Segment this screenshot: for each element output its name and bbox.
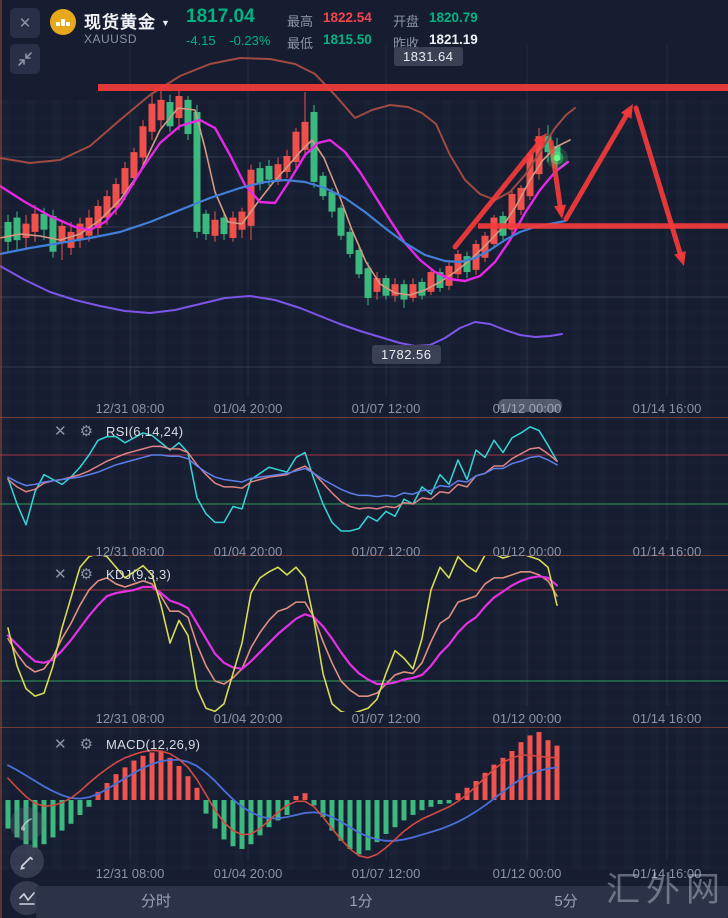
stat-low-label: 最低	[287, 36, 314, 51]
axis-label: 01/12 00:00	[492, 866, 562, 881]
stat-low-value: 1815.50	[323, 32, 372, 47]
instrument-symbol: XAUUSD	[84, 32, 138, 46]
chevron-down-icon: ▼	[161, 18, 171, 28]
axis-label: 12/31 08:00	[95, 711, 165, 726]
rsi-header: ✕ ⚙ RSI(6,14,24)	[54, 422, 183, 440]
axis-label: 01/12 00:00	[492, 711, 562, 726]
axis-label: 01/04 20:00	[213, 544, 283, 559]
tab-5min[interactable]: 5分	[554, 893, 578, 910]
stat-open-value: 1820.79	[429, 10, 478, 25]
axis-label: 01/07 12:00	[351, 401, 421, 416]
axis-label: 01/12 00:00	[492, 544, 562, 559]
instrument-name: 现货黄金	[84, 13, 156, 32]
stat-prevclose-value: 1821.19	[429, 32, 478, 47]
axis-label: 01/14 16:00	[632, 401, 702, 416]
axis-label: 01/14 16:00	[632, 866, 702, 881]
stat-high-label: 最高	[287, 14, 314, 29]
axis-label: 01/07 12:00	[351, 866, 421, 881]
trend-line-icon	[19, 892, 35, 905]
instrument-title[interactable]: 现货黄金 ▼	[84, 8, 171, 33]
axis-label: 01/12 00:00	[492, 401, 562, 416]
kdj-close-icon[interactable]: ✕	[54, 566, 67, 583]
macd-close-icon[interactable]: ✕	[54, 736, 67, 753]
resistance-price-label[interactable]: 1831.64	[394, 47, 463, 66]
avatar[interactable]	[50, 9, 76, 35]
macd-settings-icon[interactable]: ⚙	[79, 736, 94, 753]
last-price: 1817.04	[186, 6, 255, 27]
collapse-button[interactable]	[10, 44, 40, 74]
macd-title: MACD(12,26,9)	[106, 736, 201, 752]
stat-open-label: 开盘	[393, 14, 420, 29]
axis-label: 12/31 08:00	[95, 866, 165, 881]
pencil-icon	[20, 856, 33, 870]
collapse-icon	[18, 52, 32, 66]
support-price-label[interactable]: 1782.56	[372, 345, 441, 364]
brush-icon	[21, 818, 32, 831]
scrollbar-handle[interactable]	[498, 399, 562, 412]
tab-timeshare[interactable]: 分时	[140, 893, 172, 910]
axis-label: 12/31 08:00	[95, 544, 165, 559]
brush-tool-button[interactable]	[10, 807, 44, 841]
kdj-header: ✕ ⚙ KDJ(9,3,3)	[54, 565, 171, 583]
axis-label: 01/04 20:00	[213, 711, 283, 726]
axis-label: 01/14 16:00	[632, 711, 702, 726]
price-change-row: -4.15 -0.23%	[186, 33, 280, 48]
axis-label: 01/04 20:00	[213, 401, 283, 416]
stat-high-value: 1822.54	[323, 10, 372, 25]
axis-label: 01/04 20:00	[213, 866, 283, 881]
axis-label: 01/07 12:00	[351, 544, 421, 559]
axis-label: 01/07 12:00	[351, 711, 421, 726]
rsi-close-icon[interactable]: ✕	[54, 423, 67, 440]
draw-tool-button[interactable]	[10, 844, 44, 878]
rsi-title: RSI(6,14,24)	[106, 423, 184, 439]
price-change: -4.15	[186, 33, 216, 48]
macd-header: ✕ ⚙ MACD(12,26,9)	[54, 735, 200, 753]
kdj-settings-icon[interactable]: ⚙	[79, 566, 94, 583]
axis-label: 01/14 16:00	[632, 544, 702, 559]
kdj-title: KDJ(9,3,3)	[106, 566, 172, 582]
rsi-settings-icon[interactable]: ⚙	[79, 423, 94, 440]
gold-logo-icon	[56, 18, 70, 26]
price-change-pct: -0.23%	[229, 33, 271, 48]
tab-1min[interactable]: 1分	[349, 893, 373, 910]
close-icon: ✕	[18, 15, 32, 32]
close-button[interactable]: ✕	[10, 8, 40, 38]
axis-label: 12/31 08:00	[95, 401, 165, 416]
timeframe-tabbar: 分时 1分 5分	[36, 886, 728, 918]
